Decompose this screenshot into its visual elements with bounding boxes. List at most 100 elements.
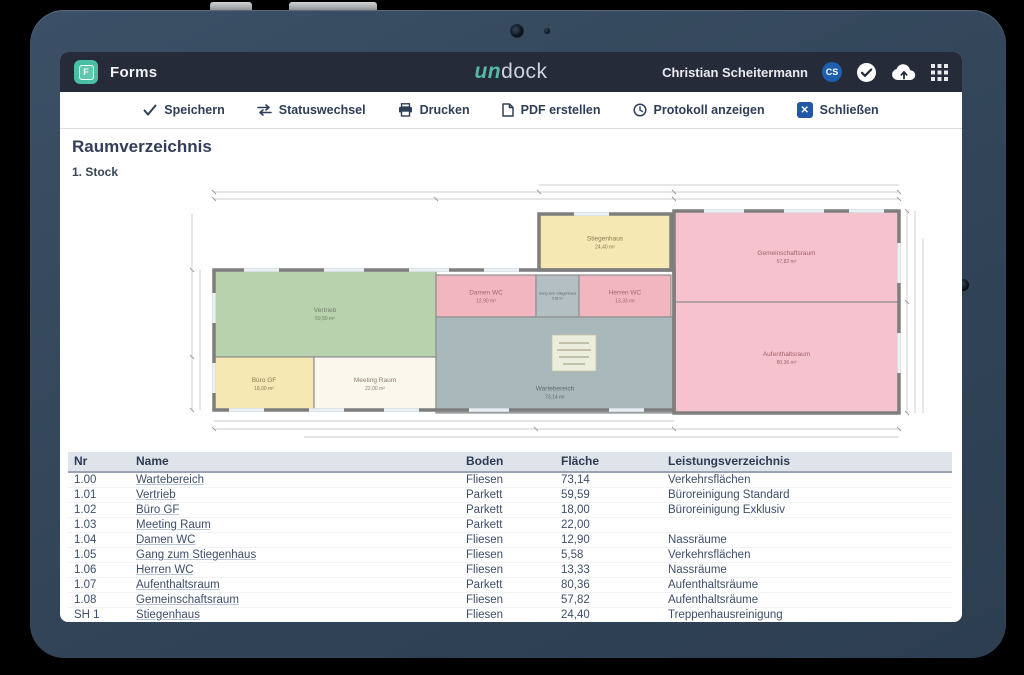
status-change-button-label: Statuswechsel — [278, 103, 366, 117]
cell-boden: Parkett — [460, 502, 555, 518]
cell-fläche: 13,33 — [555, 562, 662, 578]
room-table: Nr Name Boden Fläche Leistungsverzeichnis 1.… — [68, 452, 952, 622]
room-label-wartebereich: Wartebereich — [536, 386, 575, 393]
room-area-aufenthaltsraum: 80,36 m² — [777, 360, 797, 366]
page-content: Raumverzeichnis 1. Stock — [60, 129, 962, 622]
column-header-2[interactable]: Boden — [460, 452, 555, 473]
column-header-3[interactable]: Fläche — [555, 452, 662, 473]
cell-nr: 1.06 — [68, 562, 130, 578]
table-row: 1.01 Vertrieb Parkett 59,59 Büroreinigung St… — [68, 487, 952, 503]
cell-name[interactable]: Aufenthaltsraum — [130, 577, 460, 593]
cell-boden: Parkett — [460, 517, 555, 533]
cell-fläche: 80,36 — [555, 577, 662, 593]
table-row: 1.08 Gemeinschaftsraum Fliesen 57,82 Aufenth… — [68, 592, 952, 608]
check-icon — [143, 104, 157, 116]
cell-name[interactable]: Herren WC — [130, 562, 460, 578]
table-row: 1.00 Wartebereich Fliesen 73,14 Verkehrsfläc… — [68, 472, 952, 488]
cell-name[interactable]: Wartebereich — [130, 472, 460, 488]
user-name: Christian Scheitermann — [662, 64, 808, 80]
room-buero-gf — [213, 356, 315, 411]
cell-leistungsverzeichnis: Nassräume — [662, 562, 952, 578]
cell-fläche: 5,58 — [555, 547, 662, 563]
ambient-sensor — [544, 28, 550, 34]
cell-name[interactable]: Büro GF — [130, 502, 460, 518]
room-area-herren-wc: 13,33 m² — [615, 299, 635, 305]
room-label-gang-stiegenhaus: Gang zum Stiegenhaus — [539, 292, 577, 296]
plan-windows — [212, 209, 901, 412]
room-label-damen-wc: Damen WC — [469, 290, 503, 297]
check-circle-icon[interactable] — [856, 62, 877, 83]
room-damen-wc — [435, 274, 537, 318]
room-table-header: Nr Name Boden Fläche Leistungsverzeichnis — [68, 452, 952, 473]
cell-boden: Parkett — [460, 487, 555, 503]
app-header: F Forms undock Christian Scheitermann CS — [60, 52, 962, 92]
cell-name[interactable]: Gang zum Stiegenhaus — [130, 547, 460, 563]
table-row: 1.06 Herren WC Fliesen 13,33 Nassräume — [68, 562, 952, 578]
cell-nr: 1.05 — [68, 547, 130, 563]
cell-leistungsverzeichnis: Verkehrsflächen — [662, 547, 952, 563]
status-change-button[interactable]: Statuswechsel — [256, 103, 366, 117]
cell-nr: 1.07 — [68, 577, 130, 593]
clock-icon — [632, 103, 647, 117]
table-row: 1.04 Damen WC Fliesen 12,90 Nassräume — [68, 532, 952, 548]
save-button-label: Speichern — [164, 103, 225, 117]
user-avatar[interactable]: CS — [822, 62, 842, 82]
room-label-buero-gf: Büro GF — [252, 377, 277, 384]
table-row: 1.03 Meeting Raum Parkett 22,00 — [68, 517, 952, 533]
cell-nr: 1.04 — [68, 532, 130, 548]
room-aufenthaltsraum — [673, 301, 900, 414]
pdf-file-icon — [501, 103, 514, 117]
show-protocol-button[interactable]: Protokoll anzeigen — [632, 103, 765, 117]
column-header-1[interactable]: Name — [130, 452, 460, 473]
room-area-gang-stiegenhaus: 5,58 m² — [552, 297, 563, 301]
cell-leistungsverzeichnis: Aufenthaltsräume — [662, 577, 952, 593]
cell-leistungsverzeichnis: Nassräume — [662, 532, 952, 548]
cell-nr: 1.08 — [68, 592, 130, 608]
room-label-vertrieb: Vertrieb — [314, 307, 337, 314]
cell-nr: 1.03 — [68, 517, 130, 533]
cell-fläche: 57,82 — [555, 592, 662, 608]
cell-boden: Parkett — [460, 577, 555, 593]
floor-plan-svg: Vertrieb 59,59 m² Büro GF 18,00 m² Meeting R… — [189, 184, 924, 438]
cell-name[interactable]: Meeting Raum — [130, 517, 460, 533]
undock-logo-suffix: dock — [501, 60, 548, 83]
plan-room-labels: Vertrieb 59,59 m² Büro GF 18,00 m² Meeting R… — [252, 236, 816, 401]
cell-fläche: 12,90 — [555, 532, 662, 548]
close-icon: ✕ — [796, 102, 813, 118]
cell-name[interactable]: Damen WC — [130, 532, 460, 548]
close-button-label: Schließen — [819, 103, 879, 117]
tablet-screen: F Forms undock Christian Scheitermann CS — [60, 52, 962, 622]
cloud-upload-icon[interactable] — [891, 63, 917, 82]
cell-name[interactable]: Stiegenhaus — [130, 607, 460, 622]
apps-grid-icon[interactable] — [931, 63, 948, 81]
create-pdf-button[interactable]: PDF erstellen — [501, 103, 601, 117]
cell-leistungsverzeichnis: Verkehrsflächen — [662, 472, 952, 488]
table-row: 1.05 Gang zum Stiegenhaus Fliesen 5,58 Verke… — [68, 547, 952, 563]
cell-name[interactable]: Gemeinschaftsraum — [130, 592, 460, 608]
room-label-meeting-raum: Meeting Raum — [354, 377, 396, 384]
toolbar: Speichern Statuswechsel Drucken PDF erst… — [60, 92, 962, 129]
table-row: SH 1 Stiegenhaus Fliesen 24,40 Treppenhausre… — [68, 607, 952, 622]
close-button[interactable]: ✕ Schließen — [796, 102, 879, 118]
cell-leistungsverzeichnis: Aufenthaltsräume — [662, 592, 952, 608]
show-protocol-button-label: Protokoll anzeigen — [653, 103, 765, 117]
print-button[interactable]: Drucken — [398, 103, 470, 117]
status-switch-icon — [256, 104, 272, 116]
app-title: Forms — [110, 63, 158, 81]
cell-fläche: 22,00 — [555, 517, 662, 533]
cell-nr: SH 1 — [68, 607, 130, 622]
room-area-buero-gf: 18,00 m² — [254, 386, 274, 392]
column-header-4[interactable]: Leistungsverzeichnis — [662, 452, 952, 473]
cell-nr: 1.00 — [68, 472, 130, 488]
forms-app-icon[interactable]: F — [74, 60, 98, 84]
print-button-label: Drucken — [419, 103, 470, 117]
cell-name[interactable]: Vertrieb — [130, 487, 460, 503]
save-button[interactable]: Speichern — [143, 103, 225, 117]
column-header-0[interactable]: Nr — [68, 452, 130, 473]
cell-boden: Fliesen — [460, 532, 555, 548]
table-row: 1.02 Büro GF Parkett 18,00 Büroreinigung Exk… — [68, 502, 952, 518]
cell-fläche: 59,59 — [555, 487, 662, 503]
forms-app-icon-letter: F — [78, 64, 94, 80]
plan-rooms — [213, 210, 900, 414]
